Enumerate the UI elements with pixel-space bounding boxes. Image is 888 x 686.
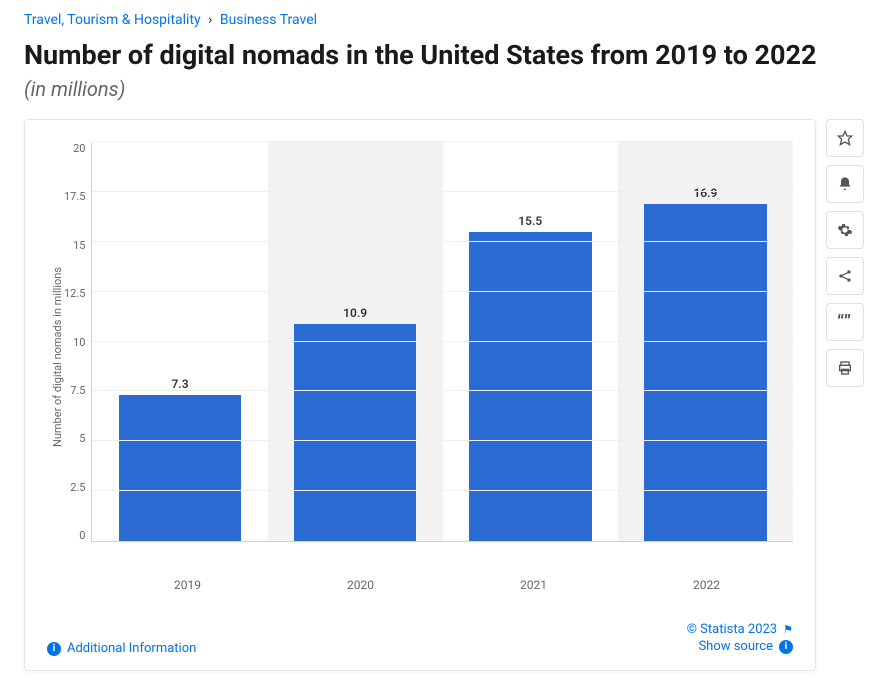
breadcrumb-parent[interactable]: Travel, Tourism & Hospitality — [24, 12, 201, 28]
x-tick: 2019 — [101, 572, 274, 592]
gridline — [92, 440, 793, 441]
y-tick: 15 — [64, 239, 85, 252]
chart-plot: 7.3 10.9 15.5 16.9 — [91, 142, 793, 542]
favorite-button[interactable] — [826, 119, 864, 157]
print-button[interactable] — [826, 349, 864, 387]
breadcrumb: Travel, Tourism & Hospitality › Business… — [24, 12, 864, 28]
alert-button[interactable] — [826, 165, 864, 203]
y-axis-label: Number of digital nomads in millions — [47, 142, 64, 572]
quote-icon: “” — [837, 314, 853, 330]
y-tick: 20 — [64, 142, 85, 155]
share-icon — [837, 268, 853, 284]
bar[interactable]: 7.3 — [119, 395, 242, 541]
y-tick: 5 — [64, 432, 85, 445]
settings-button[interactable] — [826, 211, 864, 249]
bars-container: 7.3 10.9 15.5 16.9 — [92, 142, 793, 541]
x-tick: 2021 — [447, 572, 620, 592]
breadcrumb-separator: › — [208, 12, 212, 28]
side-toolbar: “” — [826, 119, 864, 387]
y-tick: 0 — [64, 529, 85, 542]
flag-icon: ⚑ — [783, 623, 793, 636]
bar[interactable]: 15.5 — [469, 232, 592, 541]
y-tick: 17.5 — [64, 190, 85, 203]
gridline — [92, 390, 793, 391]
y-tick: 7.5 — [64, 384, 85, 397]
bar-value-label: 15.5 — [469, 214, 592, 228]
info-icon: i — [779, 640, 793, 654]
y-tick: 10 — [64, 336, 85, 349]
gridline — [92, 341, 793, 342]
bar-slot: 7.3 — [92, 142, 267, 541]
bar-value-label: 10.9 — [294, 306, 417, 320]
chart-area: Number of digital nomads in millions 20 1… — [47, 142, 793, 572]
bar-slot: 15.5 — [443, 142, 618, 541]
info-icon: i — [47, 642, 61, 656]
gridline — [92, 141, 793, 142]
bar-value-label: 7.3 — [119, 377, 242, 391]
chart-card: Number of digital nomads in millions 201… — [24, 119, 816, 671]
star-icon — [837, 130, 853, 146]
breadcrumb-child[interactable]: Business Travel — [220, 12, 317, 28]
x-tick: 2022 — [620, 572, 793, 592]
cite-button[interactable]: “” — [826, 303, 864, 341]
x-axis-ticks: 2019202020212022 — [47, 572, 793, 592]
gridline — [92, 490, 793, 491]
gear-icon — [837, 222, 853, 238]
gridline — [92, 291, 793, 292]
print-icon — [837, 360, 853, 376]
bell-icon — [837, 176, 853, 192]
x-tick: 2020 — [274, 572, 447, 592]
bar[interactable]: 10.9 — [294, 324, 417, 541]
y-tick: 12.5 — [64, 287, 85, 300]
card-footer: i Additional Information © Statista 2023… — [47, 622, 793, 656]
copyright-link[interactable]: © Statista 2023 ⚑ — [687, 622, 793, 637]
page-subtitle: (in millions) — [24, 77, 864, 101]
gridline — [92, 191, 793, 192]
share-button[interactable] — [826, 257, 864, 295]
bar-slot: 10.9 — [268, 142, 443, 541]
additional-info-link[interactable]: i Additional Information — [47, 641, 196, 656]
bar-value-label: 16.9 — [644, 186, 767, 200]
show-source-link[interactable]: Show source i — [687, 639, 793, 654]
page-title: Number of digital nomads in the United S… — [24, 38, 864, 73]
y-axis-ticks: 20 17.5 15 12.5 10 7.5 5 2.5 0 — [64, 142, 91, 542]
y-tick: 2.5 — [64, 481, 85, 494]
gridline — [92, 241, 793, 242]
bar-slot: 16.9 — [618, 142, 793, 541]
